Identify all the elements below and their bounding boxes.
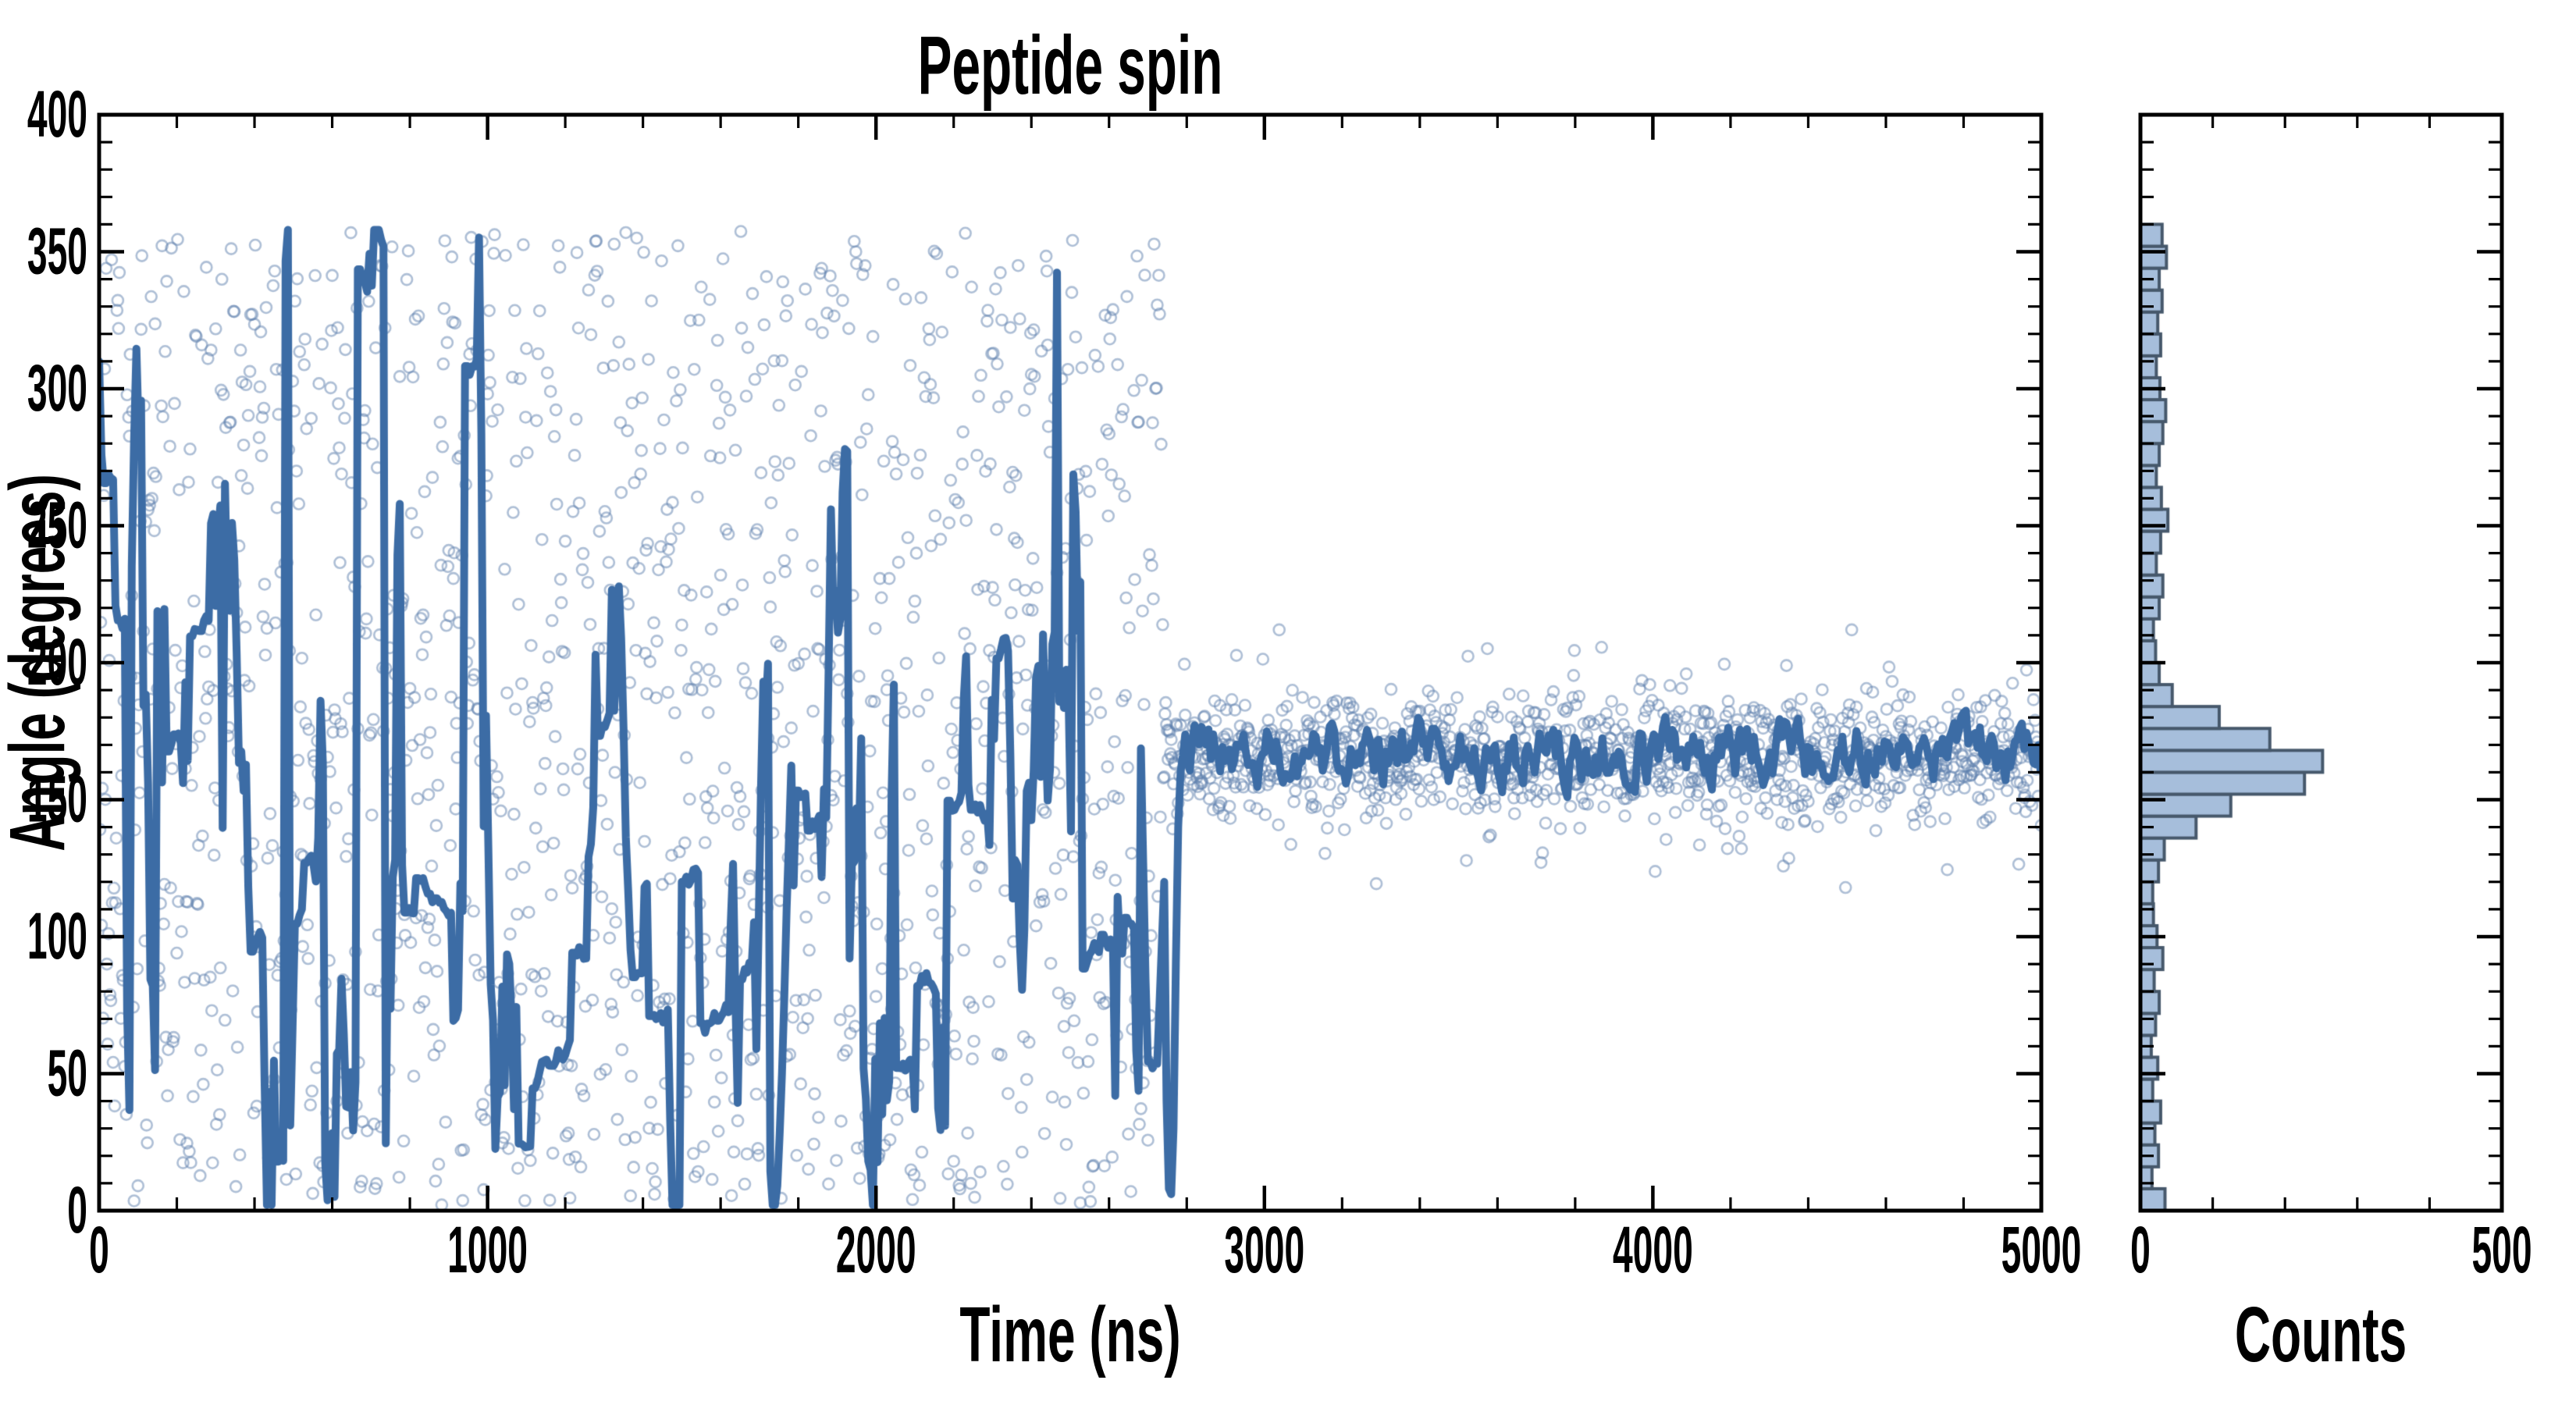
- counts-axis-label: Counts: [2235, 1290, 2407, 1378]
- hist-plot-frame: [2138, 112, 2504, 1213]
- y-tick-label: 200: [27, 627, 87, 699]
- main-plot-frame: [97, 112, 2044, 1213]
- x-axis-label: Time (ns): [959, 1290, 1180, 1378]
- x-tick-label: 3000: [1224, 1215, 1304, 1287]
- x-tick-label: 5000: [2001, 1215, 2082, 1287]
- x-tick-label: 0: [89, 1215, 109, 1287]
- y-tick-label: 250: [27, 489, 87, 562]
- tick-labels: 0 1000 2000 3000 4000 50000501001502002503003…: [27, 79, 2532, 1287]
- tick-path: [99, 115, 2502, 1211]
- x-tick-label: 2000: [836, 1215, 916, 1287]
- y-tick-label: 100: [27, 901, 87, 973]
- y-tick-label: 50: [48, 1037, 87, 1110]
- y-tick-label: 300: [27, 353, 87, 425]
- x-tick-label: 1000: [447, 1215, 528, 1287]
- hist-x-tick-label: 500: [2471, 1215, 2532, 1287]
- hist-x-tick-label: 0: [2130, 1215, 2151, 1287]
- y-axis-label: Angle (degrees): [0, 474, 80, 852]
- x-tick-label: 4000: [1613, 1215, 1693, 1287]
- y-tick-label: 350: [27, 215, 87, 288]
- y-tick-label: 0: [67, 1175, 87, 1247]
- y-tick-label: 400: [27, 79, 87, 151]
- y-tick-label: 150: [27, 763, 87, 836]
- plot-title: Peptide spin: [918, 19, 1223, 112]
